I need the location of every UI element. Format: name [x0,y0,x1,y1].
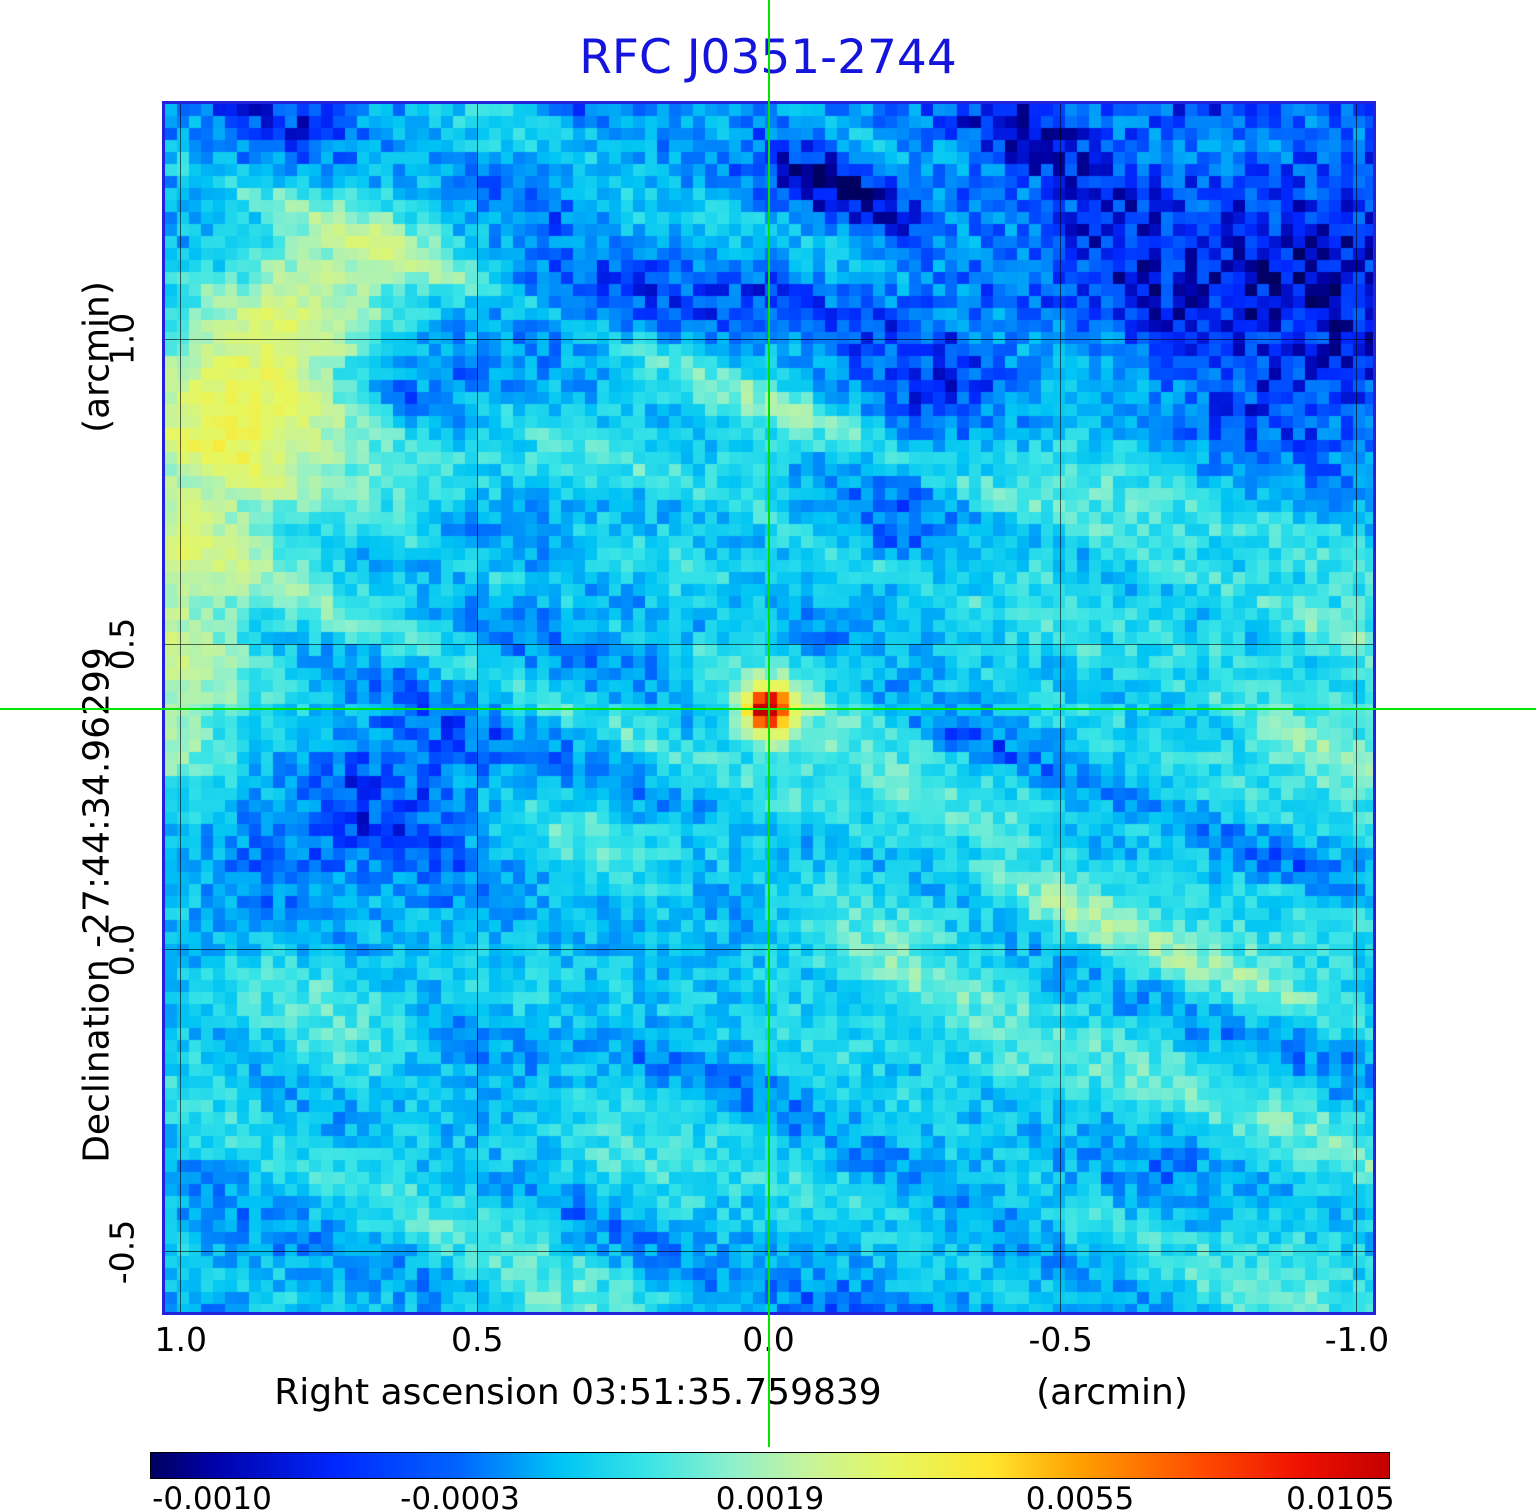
x-axis-unit: (arcmin) [1036,1372,1188,1413]
colorbar-tick-label: 0.0019 [715,1481,825,1511]
x-tick-label: -1.0 [1324,1320,1390,1359]
crosshair-horizontal-line [0,708,1536,711]
x-axis-title: Right ascension 03:51:35.759839 [274,1372,882,1413]
colorbar-tick-label: 0.0055 [1025,1481,1135,1511]
colorbar-tick-label: 0.0105 [1286,1481,1395,1511]
x-tick-label: -0.5 [1028,1320,1093,1359]
y-axis-unit: (arcmin) [76,281,118,433]
y-axis-title: Declination -27:44:34.96299 [76,647,118,1163]
x-tick-label: 1.0 [154,1320,207,1359]
grid-line-vertical [476,104,478,1312]
crosshair-vertical-line [767,0,770,1447]
x-tick-label: 0.5 [451,1320,504,1359]
grid-line-vertical [1060,104,1062,1312]
grid-line-vertical [180,104,182,1312]
grid-line-vertical [1356,104,1358,1312]
colorbar-gradient [150,1452,1390,1479]
colorbar-tick-label: -0.0010 [152,1481,272,1511]
colorbar-tick-label: -0.0003 [400,1481,520,1511]
y-tick-label: -0.5 [102,1219,142,1285]
